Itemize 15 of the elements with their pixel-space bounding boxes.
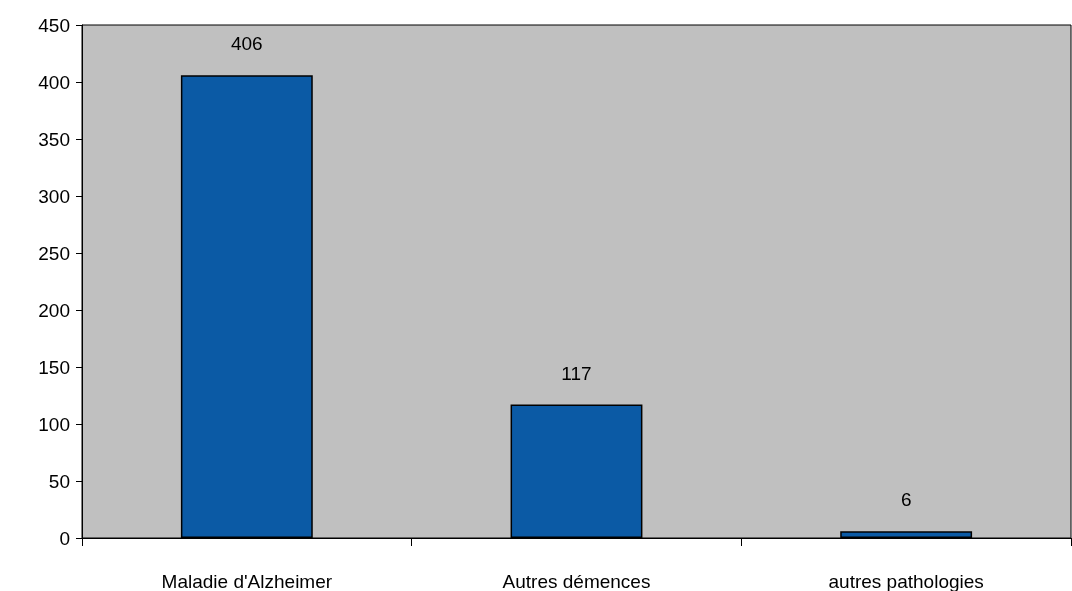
y-tick-label: 50 [48, 470, 70, 492]
y-tick-label: 100 [38, 413, 70, 435]
y-tick-label: 400 [38, 71, 70, 93]
y-tick-label: 350 [38, 128, 70, 150]
x-tick-label: Autres démences [502, 571, 651, 591]
y-tick-label: 150 [38, 356, 70, 378]
y-tick-label: 200 [38, 299, 70, 321]
x-tick-label: Maladie d'Alzheimer [161, 571, 333, 591]
y-tick-label: 300 [38, 185, 70, 207]
data-label: 6 [900, 489, 912, 511]
y-tick-label: 250 [38, 242, 70, 264]
data-label: 117 [561, 362, 592, 384]
y-tick-label: 0 [59, 527, 70, 549]
data-label: 406 [230, 33, 263, 55]
y-tick-label: 450 [38, 14, 70, 36]
